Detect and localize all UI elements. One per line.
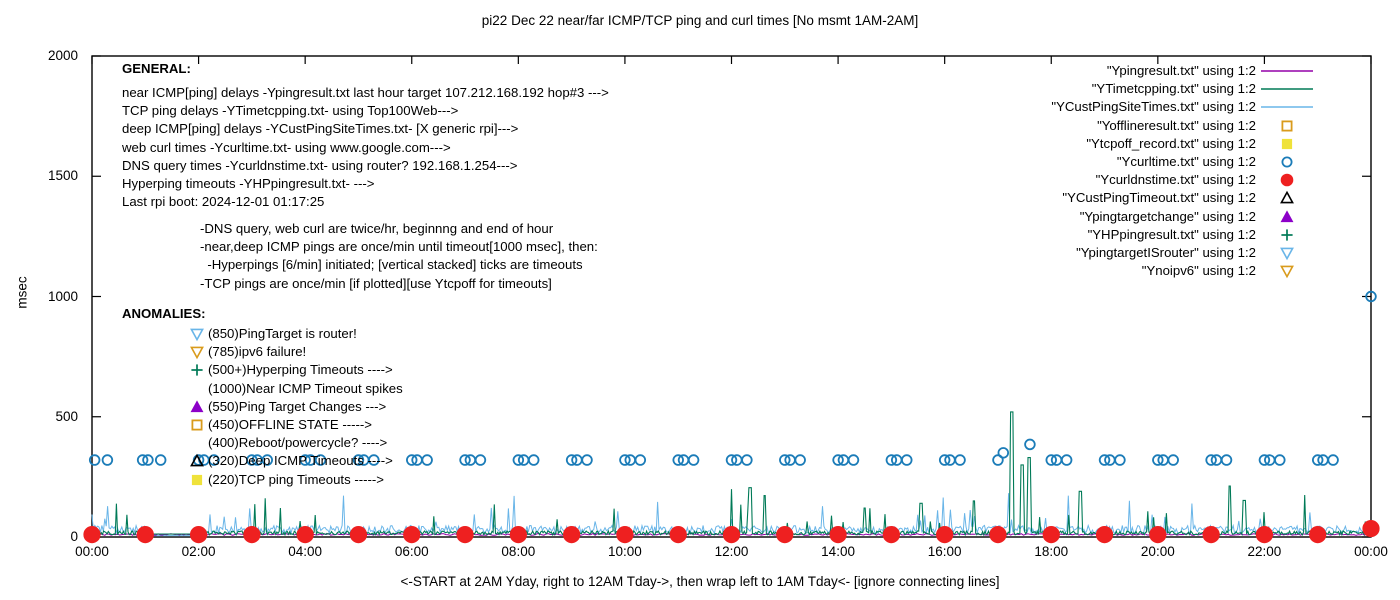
general-line-6: Last rpi boot: 2024-12-01 01:17:25 xyxy=(122,194,325,210)
legend-item-8: "Ypingtargetchange" using 1:2 xyxy=(894,208,1314,226)
anomaly-symbol-2 xyxy=(186,361,208,379)
general-subnote-1: -near,deep ICMP pings are once/min until… xyxy=(200,239,598,255)
x-tick-10: 20:00 xyxy=(1140,544,1175,559)
anomaly-item-5: (450)OFFLINE STATE -----> xyxy=(208,416,372,432)
legend-key-square-filled xyxy=(1260,135,1314,153)
legend-item-1: "YTimetcpping.txt" using 1:2 xyxy=(894,80,1314,98)
x-tick-11: 22:00 xyxy=(1247,544,1282,559)
x-tick-0: 00:00 xyxy=(75,544,109,559)
legend-key-triangle-up-filled xyxy=(1260,208,1314,226)
anomalies-heading: ANOMALIES: xyxy=(122,306,206,321)
legend-label-10: "YpingtargetISrouter" using 1:2 xyxy=(1076,244,1256,260)
anomaly-item-3: (1000)Near ICMP Timeout spikes xyxy=(208,380,403,396)
y-tick-1000: 1000 xyxy=(47,288,78,304)
x-tick-7: 14:00 xyxy=(821,544,855,559)
legend-key-triangle-up-open xyxy=(1260,189,1314,207)
legend-label-1: "YTimetcpping.txt" using 1:2 xyxy=(1091,81,1256,97)
x-tick-5: 10:00 xyxy=(608,544,642,559)
series-curl-time xyxy=(88,290,1377,466)
legend-item-4: "Ytcpoff_record.txt" using 1:2 xyxy=(894,135,1314,153)
legend-item-5: "Ycurltime.txt" using 1:2 xyxy=(894,153,1314,171)
x-tick-4: 08:00 xyxy=(501,544,536,559)
general-heading: GENERAL: xyxy=(122,61,191,76)
legend-item-3: "Yofflineresult.txt" using 1:2 xyxy=(894,117,1314,135)
legend-label-7: "YCustPingTimeout.txt" using 1:2 xyxy=(1062,190,1256,206)
anomaly-item-1: (785)ipv6 failure! xyxy=(208,344,307,360)
legend-key-triangle-down-open xyxy=(1260,262,1314,280)
legend-key-line xyxy=(1260,80,1314,98)
x-tick-8: 16:00 xyxy=(927,544,962,559)
legend-label-6: "Ycurldnstime.txt" using 1:2 xyxy=(1095,172,1256,188)
legend-label-5: "Ycurltime.txt" using 1:2 xyxy=(1116,153,1256,169)
legend-label-0: "Ypingresult.txt" using 1:2 xyxy=(1106,63,1256,78)
legend-key-circle-filled xyxy=(1260,171,1314,189)
general-line-1: TCP ping delays -YTimetcpping.txt- using… xyxy=(122,103,459,119)
anomaly-symbol-6 xyxy=(186,434,208,452)
x-tick-2: 04:00 xyxy=(288,544,323,559)
general-subnote-0: -DNS query, web curl are twice/hr, begin… xyxy=(200,221,554,236)
general-subnote-2: -Hyperpings [6/min] initiated; [vertical… xyxy=(200,257,583,273)
general-lines: near ICMP[ping] delays -Ypingresult.txt … xyxy=(122,84,609,211)
series-dns-time xyxy=(83,519,1380,544)
x-tick-12: 00:00 xyxy=(1354,544,1388,559)
general-subnote-3: -TCP pings are once/min [if plotted][use… xyxy=(200,275,552,291)
legend-key-square-open xyxy=(1260,117,1314,135)
legend-item-9: "YHPpingresult.txt" using 1:2 xyxy=(894,226,1314,244)
general-subnotes: -DNS query, web curl are twice/hr, begin… xyxy=(200,220,598,293)
x-tick-3: 06:00 xyxy=(394,544,429,559)
anomaly-symbol-4 xyxy=(186,398,208,416)
anomaly-item-0: (850)PingTarget is router! xyxy=(208,326,357,341)
general-line-3: web curl times -Ycurltime.txt- using www… xyxy=(122,139,451,155)
y-tick-500: 500 xyxy=(55,408,78,424)
anomaly-item-2: (500+)Hyperping Timeouts ----> xyxy=(208,362,393,378)
legend-item-11: "Ynoipv6" using 1:2 xyxy=(894,262,1314,280)
y-tick-2000: 2000 xyxy=(47,48,78,63)
x-axis-caption: <-START at 2AM Yday, right to 12AM Tday-… xyxy=(400,574,1000,589)
anomaly-item-7: (320)Deep ICMP Timeouts ----> xyxy=(208,453,393,469)
legend-key-circle-open xyxy=(1260,153,1314,171)
legend-item-0: "Ypingresult.txt" using 1:2 xyxy=(894,62,1314,80)
legend-label-4: "Ytcpoff_record.txt" using 1:2 xyxy=(1086,135,1256,151)
general-line-2: deep ICMP[ping] delays -YCustPingSiteTim… xyxy=(122,121,519,137)
legend-key-line xyxy=(1260,98,1314,116)
anomaly-symbol-7 xyxy=(186,452,208,470)
legend-item-10: "YpingtargetISrouter" using 1:2 xyxy=(894,244,1314,262)
y-tick-0: 0 xyxy=(70,529,78,544)
anomaly-item-6: (400)Reboot/powercycle? ----> xyxy=(208,435,388,451)
legend-item-7: "YCustPingTimeout.txt" using 1:2 xyxy=(894,189,1314,207)
legend-label-2: "YCustPingSiteTimes.txt" using 1:2 xyxy=(1051,99,1256,115)
legend-item-6: "Ycurldnstime.txt" using 1:2 xyxy=(894,171,1314,189)
x-tick-6: 12:00 xyxy=(714,544,749,559)
anomalies-symbol-column xyxy=(186,325,208,489)
chart-title: pi22 Dec 22 near/far ICMP/TCP ping and c… xyxy=(481,13,919,28)
anomaly-symbol-8 xyxy=(186,471,208,489)
x-tick-1: 02:00 xyxy=(181,544,216,559)
anomaly-symbol-0 xyxy=(186,325,208,343)
legend-key-triangle-down-open xyxy=(1260,244,1314,262)
legend-label-8: "Ypingtargetchange" using 1:2 xyxy=(1079,208,1256,224)
x-tick-9: 18:00 xyxy=(1034,544,1069,559)
general-line-4: DNS query times -Ycurldnstime.txt- using… xyxy=(122,157,518,173)
anomaly-item-8: (220)TCP ping Timeouts -----> xyxy=(208,471,385,487)
y-tick-1500: 1500 xyxy=(47,168,78,184)
legend-label-3: "Yofflineresult.txt" using 1:2 xyxy=(1097,117,1256,133)
anomaly-symbol-5 xyxy=(186,416,208,434)
legend-label-9: "YHPpingresult.txt" using 1:2 xyxy=(1087,226,1256,242)
chart-legend: "Ypingresult.txt" using 1:2 "YTimetcpping… xyxy=(894,62,1314,280)
anomaly-symbol-3 xyxy=(186,380,208,398)
legend-key-line xyxy=(1260,62,1314,80)
legend-key-plus xyxy=(1260,226,1314,244)
anomaly-symbol-1 xyxy=(186,343,208,361)
legend-item-2: "YCustPingSiteTimes.txt" using 1:2 xyxy=(894,98,1314,116)
anomalies-list: (850)PingTarget is router! (785)ipv6 fail… xyxy=(208,325,403,489)
anomaly-item-4: (550)Ping Target Changes ---> xyxy=(208,398,387,414)
general-line-5: Hyperping timeouts -YHPpingresult.txt- -… xyxy=(122,176,375,192)
general-line-0: near ICMP[ping] delays -Ypingresult.txt … xyxy=(122,85,609,100)
legend-label-11: "Ynoipv6" using 1:2 xyxy=(1141,263,1256,279)
